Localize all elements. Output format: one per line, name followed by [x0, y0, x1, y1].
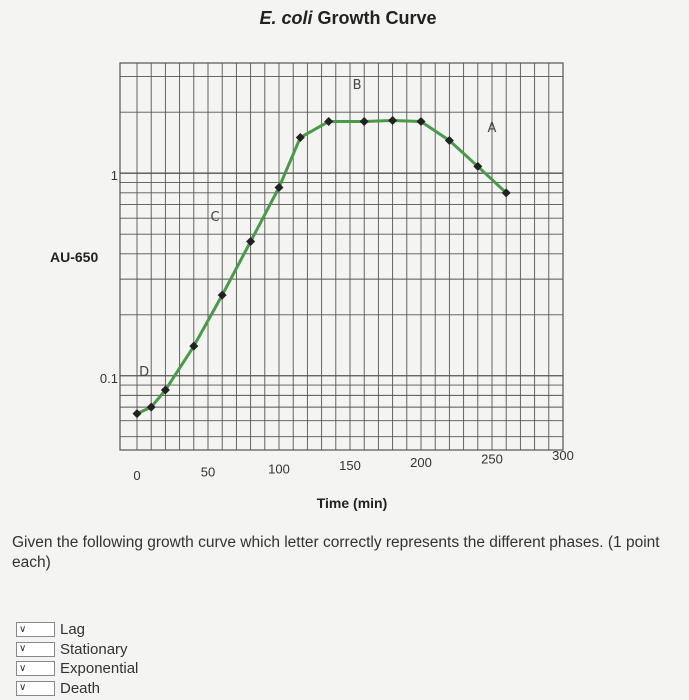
y-tick-label: 1	[111, 168, 118, 183]
data-point	[146, 402, 156, 412]
data-point	[501, 188, 511, 198]
data-point	[359, 116, 369, 126]
answer-row-lag: ∨ Lag	[16, 620, 138, 640]
exponential-dropdown[interactable]: ∨	[16, 661, 55, 677]
data-point	[246, 237, 256, 247]
phase-letter-annotation: A	[488, 121, 497, 136]
data-point	[388, 116, 398, 126]
data-point	[295, 133, 305, 143]
chart-title: E. coli Growth Curve	[259, 8, 436, 28]
answer-label: Death	[60, 679, 101, 697]
x-tick-label: 150	[339, 458, 361, 473]
chart-grid	[119, 62, 564, 451]
question-text: Given the following growth curve which l…	[12, 534, 660, 571]
x-tick-label: 250	[481, 452, 503, 467]
answer-row-exponential: ∨ Exponential	[16, 659, 138, 679]
stationary-dropdown[interactable]: ∨	[16, 641, 55, 657]
data-point	[189, 341, 199, 351]
data-point	[324, 116, 334, 126]
x-tick-label: 300	[552, 448, 574, 463]
data-point	[416, 116, 426, 126]
data-point	[132, 409, 142, 419]
phase-letter-annotation: C	[211, 210, 220, 225]
x-tick-label: 100	[268, 461, 290, 476]
answer-list: ∨ Lag ∨ Stationary ∨ Exponential ∨ Death	[16, 620, 138, 698]
data-point	[444, 136, 454, 146]
phase-letter-annotation: B	[353, 78, 362, 93]
answer-label: Stationary	[60, 640, 128, 658]
x-tick-label: 50	[201, 465, 215, 480]
chart-labels: 0 50 100 150 200 250 300 1 0.1 AU-650 Time (min) D C…	[50, 78, 574, 511]
chevron-down-icon: ∨	[19, 662, 27, 674]
phase-letter-annotation: D	[139, 365, 149, 380]
chevron-down-icon: ∨	[19, 643, 27, 655]
y-axis-label: AU-650	[50, 249, 98, 265]
x-axis-label: Time (min)	[317, 495, 388, 511]
x-tick-label: 200	[410, 455, 432, 470]
chart-title-organism: E. coli	[259, 8, 313, 28]
answer-label: Exponential	[60, 660, 139, 678]
answer-row-death: ∨ Death	[16, 679, 138, 699]
data-point	[274, 182, 284, 192]
y-tick-label: 0.1	[100, 371, 118, 386]
lag-dropdown[interactable]: ∨	[16, 622, 55, 638]
answer-row-stationary: ∨ Stationary	[16, 640, 138, 660]
growth-curve-chart: E. coli Growth Curve 0 50 100 150 200 250 30010…	[50, 8, 574, 511]
answer-label: Lag	[60, 621, 86, 639]
chart-series	[132, 116, 511, 419]
x-tick-label: 0	[133, 468, 140, 483]
chevron-down-icon: ∨	[19, 682, 27, 694]
data-point	[473, 161, 483, 171]
data-point	[217, 290, 227, 300]
chevron-down-icon: ∨	[19, 623, 27, 635]
data-point	[160, 385, 170, 395]
death-dropdown[interactable]: ∨	[16, 680, 55, 696]
chart-title-rest: Growth Curve	[318, 8, 437, 28]
